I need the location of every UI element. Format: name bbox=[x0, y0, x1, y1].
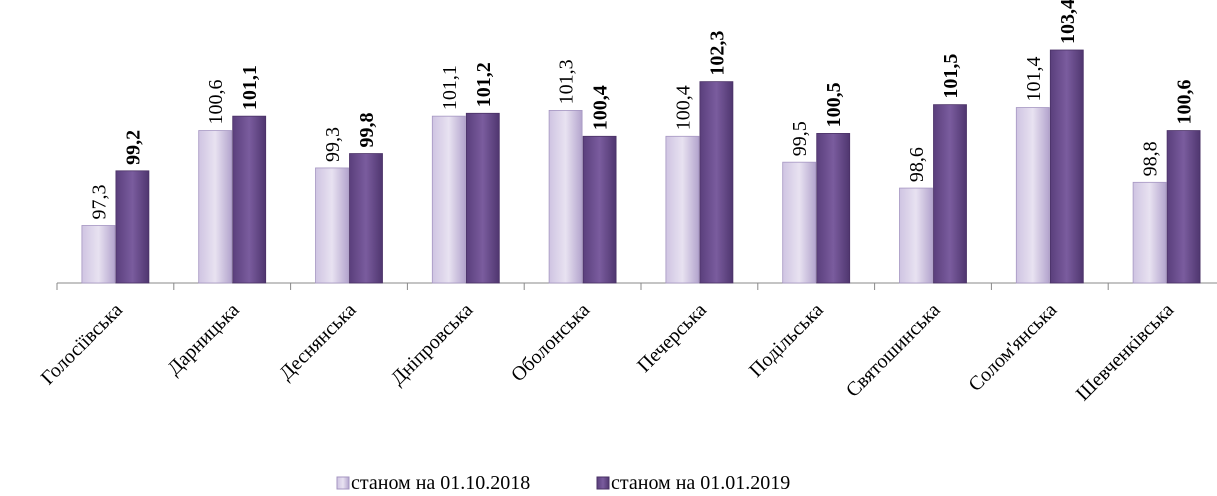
bar-series-1 bbox=[431, 115, 466, 284]
data-label: 100,6 bbox=[205, 80, 227, 125]
bar-series-2 bbox=[1166, 130, 1201, 284]
category-label: Голосіївська bbox=[37, 299, 127, 389]
bar-series-1 bbox=[899, 187, 933, 284]
legend-swatch bbox=[596, 476, 610, 490]
data-label: 99,3 bbox=[322, 127, 344, 162]
data-label: 101,1 bbox=[439, 65, 461, 110]
bar-series-1 bbox=[665, 135, 700, 284]
bar-series-1 bbox=[548, 110, 583, 284]
data-label: 98,6 bbox=[906, 147, 928, 182]
bar-series-2 bbox=[115, 170, 150, 284]
data-label: 100,5 bbox=[823, 82, 845, 127]
bar-series-1 bbox=[81, 225, 116, 284]
data-label: 101,3 bbox=[556, 59, 578, 104]
data-label: 102,3 bbox=[706, 31, 728, 76]
category-label: Оболонська bbox=[507, 299, 594, 386]
legend: станом на 01.10.2018 станом на 01.01.2019 bbox=[336, 472, 790, 494]
data-label: 100,6 bbox=[1174, 80, 1196, 125]
bar-series-2 bbox=[933, 104, 967, 284]
bar-series-2 bbox=[816, 133, 851, 284]
data-label: 99,5 bbox=[789, 121, 811, 156]
category-label: Подільська bbox=[745, 299, 828, 382]
data-label: 101,2 bbox=[473, 62, 495, 107]
bar-series-1 bbox=[198, 130, 233, 284]
data-label: 99,2 bbox=[122, 130, 144, 165]
category-label: Солом'янська bbox=[964, 299, 1061, 396]
data-label: 101,5 bbox=[940, 54, 962, 99]
bar-series-1 bbox=[315, 167, 349, 284]
category-label: Святошинська bbox=[842, 299, 945, 402]
data-label: 101,4 bbox=[1023, 57, 1045, 102]
bar-series-1 bbox=[1132, 181, 1167, 284]
category-label: Дарницька bbox=[163, 299, 244, 380]
legend-label: станом на 01.10.2018 bbox=[351, 472, 530, 494]
bar-series-1 bbox=[782, 161, 817, 284]
data-label: 97,3 bbox=[88, 184, 110, 219]
bar-series-2 bbox=[699, 81, 734, 284]
legend-swatch bbox=[336, 476, 350, 490]
data-label: 99,8 bbox=[356, 113, 378, 148]
category-label: Деснянська bbox=[275, 299, 361, 385]
bar-series-1 bbox=[1015, 107, 1050, 284]
legend-label: станом на 01.01.2019 bbox=[611, 472, 790, 494]
category-label: Шевченківська bbox=[1072, 299, 1178, 405]
bar-series-2 bbox=[232, 115, 267, 284]
bar-series-2 bbox=[582, 135, 617, 284]
data-label: 103,4 bbox=[1057, 0, 1079, 44]
data-label: 98,8 bbox=[1140, 141, 1162, 176]
bar-series-2 bbox=[1049, 49, 1084, 284]
data-label: 100,4 bbox=[590, 85, 612, 130]
bar-series-2 bbox=[465, 112, 500, 284]
data-label: 100,4 bbox=[672, 85, 694, 130]
category-label: Печерська bbox=[633, 299, 711, 377]
bar-series-2 bbox=[349, 153, 383, 284]
category-label: Дніпровська bbox=[387, 299, 478, 390]
data-label: 101,1 bbox=[239, 65, 261, 110]
